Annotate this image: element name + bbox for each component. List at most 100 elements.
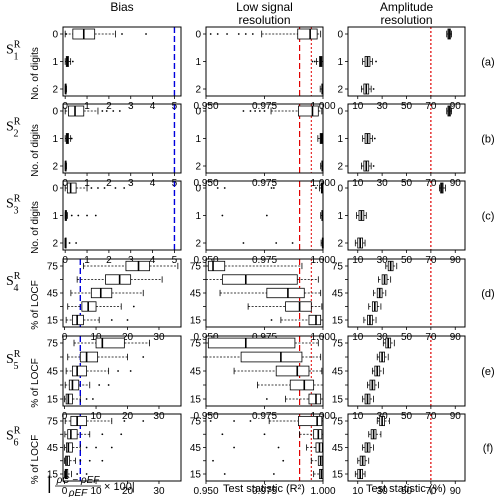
box-2	[317, 133, 324, 144]
bias-formula: | ρC − ρEF ρEF × 100|	[47, 473, 135, 497]
outlier-point	[90, 187, 93, 189]
outlier-point	[110, 446, 113, 449]
outlier-point	[265, 214, 268, 217]
y-tick-label: 45	[47, 443, 59, 454]
outlier-point	[145, 33, 147, 35]
box-5	[363, 314, 377, 326]
outlier-point	[291, 242, 294, 244]
box-3	[219, 287, 322, 299]
outlier-point	[272, 473, 275, 475]
row-label: SR 6	[6, 426, 21, 449]
outlier-point	[103, 187, 106, 189]
outlier-point	[110, 319, 113, 321]
y-tick-label: 0	[337, 30, 343, 41]
box-3	[361, 160, 375, 172]
x-tick-label: 50	[401, 101, 413, 112]
y-tick-label: 15	[332, 316, 344, 327]
box-iqr	[68, 379, 80, 391]
box-5	[270, 314, 324, 326]
x-tick-label: 0	[62, 255, 68, 266]
row-label: SR 4	[6, 271, 21, 294]
outlier-point	[282, 459, 285, 462]
outlier-point	[112, 110, 115, 112]
outlier-point	[117, 370, 119, 372]
x-tick-label: 30	[377, 255, 389, 266]
box-2	[76, 274, 163, 285]
panel-r1-c3: 0 1 2 10 30 50 70 90	[337, 26, 466, 112]
box-4	[247, 301, 323, 312]
x-tick-label: 20	[122, 411, 134, 422]
y-tick-label: 15	[47, 395, 59, 406]
box-iqr	[275, 365, 310, 377]
formula-bar-left: |	[47, 473, 52, 493]
box-1	[209, 415, 324, 427]
x-tick-label: 20	[122, 486, 134, 497]
box-2	[67, 351, 145, 363]
outlier-point	[79, 459, 82, 462]
y-tick-label: 1	[195, 211, 201, 222]
box-iqr	[79, 351, 99, 363]
outlier-point	[263, 110, 266, 112]
y-tick-label: 45	[47, 367, 59, 378]
x-tick-label: 90	[450, 411, 462, 422]
x-tick-label: 0.975	[252, 411, 277, 422]
outlier-point	[249, 420, 252, 422]
outlier-point	[221, 214, 224, 217]
y-tick-label: 45	[332, 443, 344, 454]
box-iqr	[308, 314, 322, 326]
box-3	[64, 160, 67, 172]
formula-numerator: ρC − ρEF	[56, 475, 101, 486]
box-4	[257, 379, 324, 391]
box-2	[356, 210, 367, 221]
box-iqr	[207, 337, 296, 349]
y-tick-label: 1	[337, 57, 343, 68]
y-tick-label: 2	[52, 85, 58, 96]
x-tick-label: 50	[401, 332, 413, 343]
y-tick-label: 45	[190, 367, 202, 378]
panel-r6-c3: 75 45 15 10 30 50 70 90	[332, 413, 466, 497]
outlier-point	[313, 60, 316, 63]
x-tick-label: 0	[62, 332, 68, 343]
y-tick-label: 1	[52, 57, 58, 68]
y-tick-label: 75	[47, 262, 59, 273]
x-tick-label: 0	[62, 411, 68, 422]
x-tick-label: 10	[90, 411, 102, 422]
box-4	[64, 455, 104, 466]
y-tick-label: 1	[52, 211, 58, 222]
x-tick-label: 0.975	[252, 486, 277, 497]
outlier-point	[277, 446, 280, 449]
outlier-point	[86, 214, 88, 217]
outlier-point	[114, 187, 117, 189]
outlier-point	[142, 420, 145, 422]
x-tick-label: 3	[128, 178, 134, 189]
panel-r3-c3: 0 1 2 10 30 50 70 90	[337, 180, 466, 266]
box-2	[221, 429, 324, 440]
y-tick-label: 2	[195, 239, 201, 250]
outlier-point	[94, 214, 97, 217]
outlier-point	[226, 33, 228, 35]
outlier-point	[70, 137, 73, 140]
y-tick-label: 15	[190, 395, 202, 406]
outlier-point	[311, 60, 314, 63]
box-iqr	[298, 105, 319, 117]
y-tick-label: 1	[337, 211, 343, 222]
outlier-point	[107, 384, 110, 386]
outlier-point	[65, 33, 68, 35]
box-1	[64, 105, 121, 117]
y-tick-label: 45	[190, 443, 202, 454]
x-tick-label: 30	[377, 178, 389, 189]
x-tick-label: 4	[150, 101, 156, 112]
x-tick-label: 0.950	[193, 486, 218, 497]
outlier-point	[85, 398, 88, 400]
box-iqr	[285, 301, 312, 312]
y-tick-label: 0	[337, 107, 343, 118]
outlier-point	[233, 420, 235, 422]
box-4	[67, 301, 135, 312]
box-3	[64, 442, 113, 453]
x-tick-label: 10	[352, 101, 364, 112]
outlier-point	[242, 242, 245, 244]
box-3	[371, 365, 384, 377]
